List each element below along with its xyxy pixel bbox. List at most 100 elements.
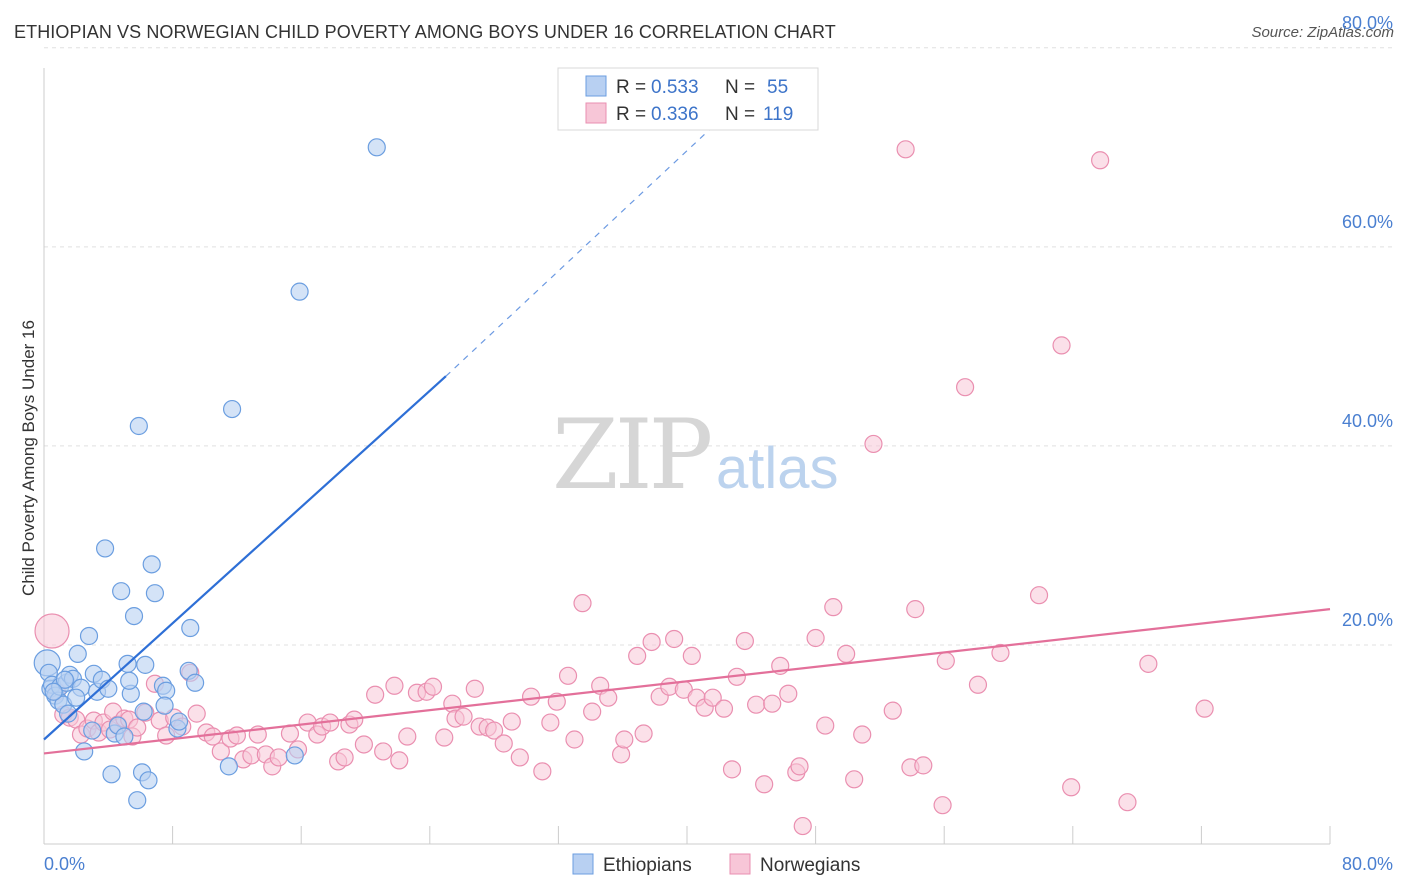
ethiopians-points — [33, 138, 386, 810]
chart-source: Source: ZipAtlas.com — [1251, 24, 1394, 41]
norwegians-point — [1195, 699, 1214, 718]
ethiopians-point — [186, 673, 205, 692]
norwegians-point — [398, 727, 417, 746]
norwegians-point — [558, 666, 578, 685]
norwegians-point — [1091, 151, 1110, 170]
norwegians-point — [642, 632, 661, 652]
norwegians-point — [1052, 336, 1071, 355]
norwegians-point — [34, 613, 70, 649]
legend-swatch-norwegians — [585, 102, 607, 124]
norwegians-point — [936, 651, 955, 670]
norwegians-point — [1062, 778, 1081, 797]
ethiopians-point — [157, 681, 176, 700]
norwegians-point — [779, 684, 798, 703]
ethiopians-point — [285, 746, 304, 765]
bottom-legend: Ethiopians Norwegians — [572, 853, 860, 876]
ethiopians-point — [181, 618, 200, 638]
norwegians-point — [374, 742, 393, 761]
legend-box: R = 0.533 N = 55 R = 0.336 N = 119 — [557, 67, 819, 131]
ethiopians-point — [79, 626, 99, 646]
norwegians-point — [845, 770, 864, 789]
watermark-atlas: atlas — [716, 436, 839, 501]
norwegians-point — [864, 434, 883, 454]
norwegians-point — [634, 724, 653, 743]
norwegians-point — [722, 760, 742, 779]
norwegians-point — [991, 643, 1010, 663]
norwegians-point — [494, 734, 513, 753]
norwegians-point — [763, 694, 782, 713]
ethiopians-point — [67, 688, 86, 707]
norwegians-point — [682, 646, 701, 666]
ethiopians-point — [128, 791, 147, 810]
norwegians-point — [128, 718, 147, 737]
norwegians-point — [747, 695, 766, 714]
norwegians-point — [933, 796, 952, 815]
legend-n-value-ethiopians: 55 — [767, 77, 788, 98]
norwegians-point — [485, 721, 504, 740]
norwegians-point — [465, 679, 484, 698]
norwegians-point — [510, 748, 529, 767]
norwegians-point — [1139, 654, 1158, 673]
norwegians-point — [454, 707, 473, 726]
y-tick-label: 40.0% — [1342, 411, 1393, 431]
norwegians-point — [955, 378, 975, 397]
watermark: ZIP atlas — [552, 399, 839, 511]
ethiopians-point — [290, 282, 309, 301]
norwegians-point — [906, 600, 925, 619]
norwegians-point — [435, 728, 454, 747]
axes-layer — [43, 68, 1330, 845]
norwegians-point — [714, 699, 734, 718]
norwegians-point — [816, 716, 835, 735]
ethiopians-point — [145, 584, 165, 603]
norwegians-point — [853, 725, 872, 744]
norwegians-point — [703, 688, 722, 707]
norwegians-point — [615, 730, 634, 749]
ethiopians-point — [129, 416, 148, 436]
norwegians-point — [227, 726, 246, 745]
norwegians-point — [521, 687, 541, 706]
norwegians-point — [1118, 793, 1137, 812]
ethiopians-trend-extension — [445, 90, 752, 377]
y-tick-label: 20.0% — [1342, 610, 1393, 630]
norwegians-point — [793, 816, 812, 836]
legend-n-label-ethiopians: N = — [725, 77, 755, 98]
grid-layer — [44, 47, 1392, 844]
ethiopians-point — [120, 671, 139, 690]
norwegians-point — [335, 748, 354, 767]
ethiopians-point — [68, 644, 87, 664]
legend-r-value-ethiopians: 0.533 — [651, 77, 699, 98]
ethiopians-point — [83, 721, 102, 740]
ethiopians-trend-line — [43, 375, 447, 741]
ethiopians-point — [112, 582, 131, 601]
norwegians-point — [565, 730, 584, 749]
bottom-legend-swatch-norwegians — [729, 853, 751, 875]
ethiopians-point — [155, 696, 174, 715]
y-tick-label: 80.0% — [1342, 13, 1393, 33]
ethiopians-point — [367, 138, 386, 157]
norwegians-point — [1029, 586, 1049, 605]
ethiopians-point — [115, 727, 134, 746]
norwegians-point — [269, 748, 288, 767]
x-tick-label-min: 0.0% — [44, 854, 85, 874]
norwegians-point — [541, 713, 560, 732]
norwegians-point — [187, 704, 206, 723]
norwegians-point — [385, 676, 404, 695]
legend-r-label-norwegians: R = — [616, 104, 646, 125]
ethiopians-point — [95, 539, 115, 558]
y-tick-labels: 20.0% 40.0% 60.0% 80.0% — [1342, 13, 1393, 630]
norwegians-point — [366, 685, 385, 704]
ethiopians-point — [124, 606, 144, 626]
chart-title: ETHIOPIAN VS NORWEGIAN CHILD POVERTY AMO… — [14, 22, 836, 42]
x-tick-label-max: 80.0% — [1342, 854, 1393, 874]
bottom-legend-label-norwegians: Norwegians — [760, 855, 860, 876]
norwegians-point — [837, 644, 856, 664]
bottom-legend-swatch-ethiopians — [572, 853, 594, 875]
norwegians-point — [583, 702, 602, 721]
ethiopians-point — [75, 742, 94, 761]
norwegians-point — [573, 594, 592, 613]
norwegians-point — [755, 775, 774, 794]
watermark-zip: ZIP — [552, 399, 711, 511]
norwegians-point — [203, 727, 222, 746]
ethiopians-point — [139, 771, 158, 790]
